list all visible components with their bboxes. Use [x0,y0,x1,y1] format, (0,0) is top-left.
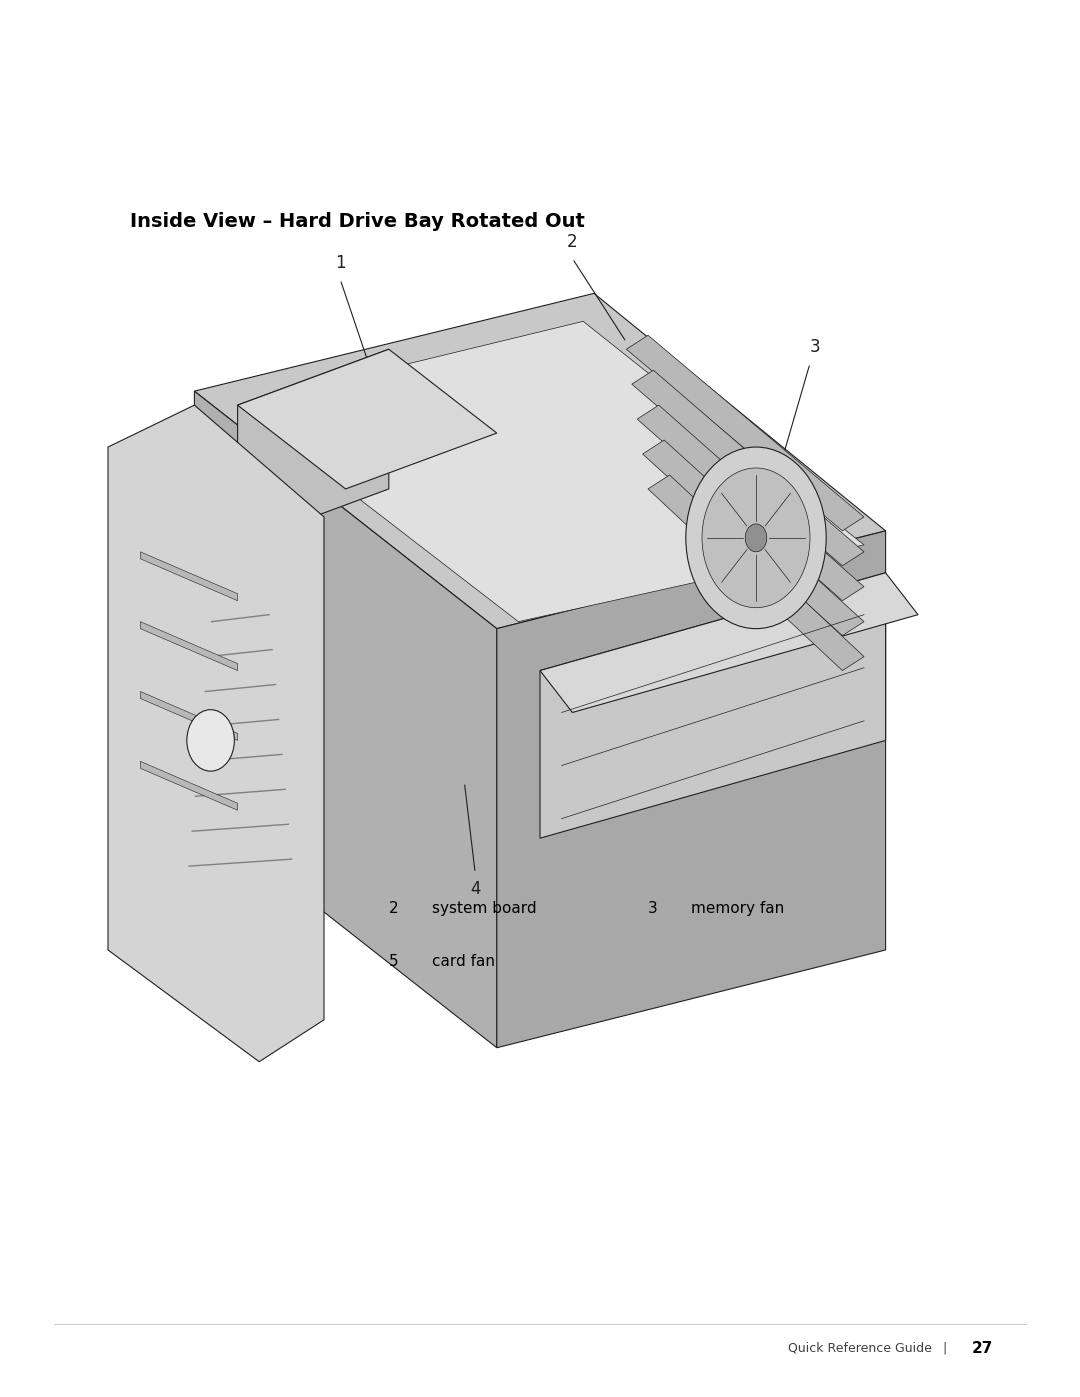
Text: Inside View – Hard Drive Bay Rotated Out: Inside View – Hard Drive Bay Rotated Out [130,211,584,231]
Polygon shape [194,293,886,629]
Polygon shape [194,391,497,1048]
Text: 27: 27 [972,1341,994,1356]
Polygon shape [140,692,238,740]
Text: 4: 4 [470,880,481,898]
Circle shape [702,468,810,608]
Text: 5: 5 [389,954,399,970]
Polygon shape [637,405,864,601]
Polygon shape [140,761,238,810]
Polygon shape [540,573,918,712]
Polygon shape [632,370,864,566]
Polygon shape [497,531,886,1048]
Text: power supply: power supply [173,901,275,916]
Polygon shape [626,335,864,531]
Text: 3: 3 [810,338,821,356]
Text: card fan: card fan [432,954,495,970]
Polygon shape [238,349,389,545]
Polygon shape [238,349,497,489]
Text: 1: 1 [335,254,346,272]
Polygon shape [108,405,324,1062]
Circle shape [686,447,826,629]
Circle shape [745,524,767,552]
Text: 3: 3 [648,901,658,916]
Text: system board: system board [432,901,537,916]
Polygon shape [140,552,238,601]
Text: Quick Reference Guide: Quick Reference Guide [788,1341,932,1354]
Text: 2: 2 [567,233,578,251]
Polygon shape [648,475,864,671]
Text: |: | [943,1341,947,1354]
Text: 4: 4 [130,954,139,970]
Text: memory fan: memory fan [691,901,784,916]
Polygon shape [140,622,238,671]
Text: 1: 1 [130,901,139,916]
Text: 2: 2 [389,901,399,916]
Polygon shape [540,573,886,838]
Polygon shape [643,440,864,636]
Text: front fan: front fan [173,954,239,970]
Text: 5: 5 [227,733,238,752]
Circle shape [187,710,234,771]
Polygon shape [238,321,864,622]
